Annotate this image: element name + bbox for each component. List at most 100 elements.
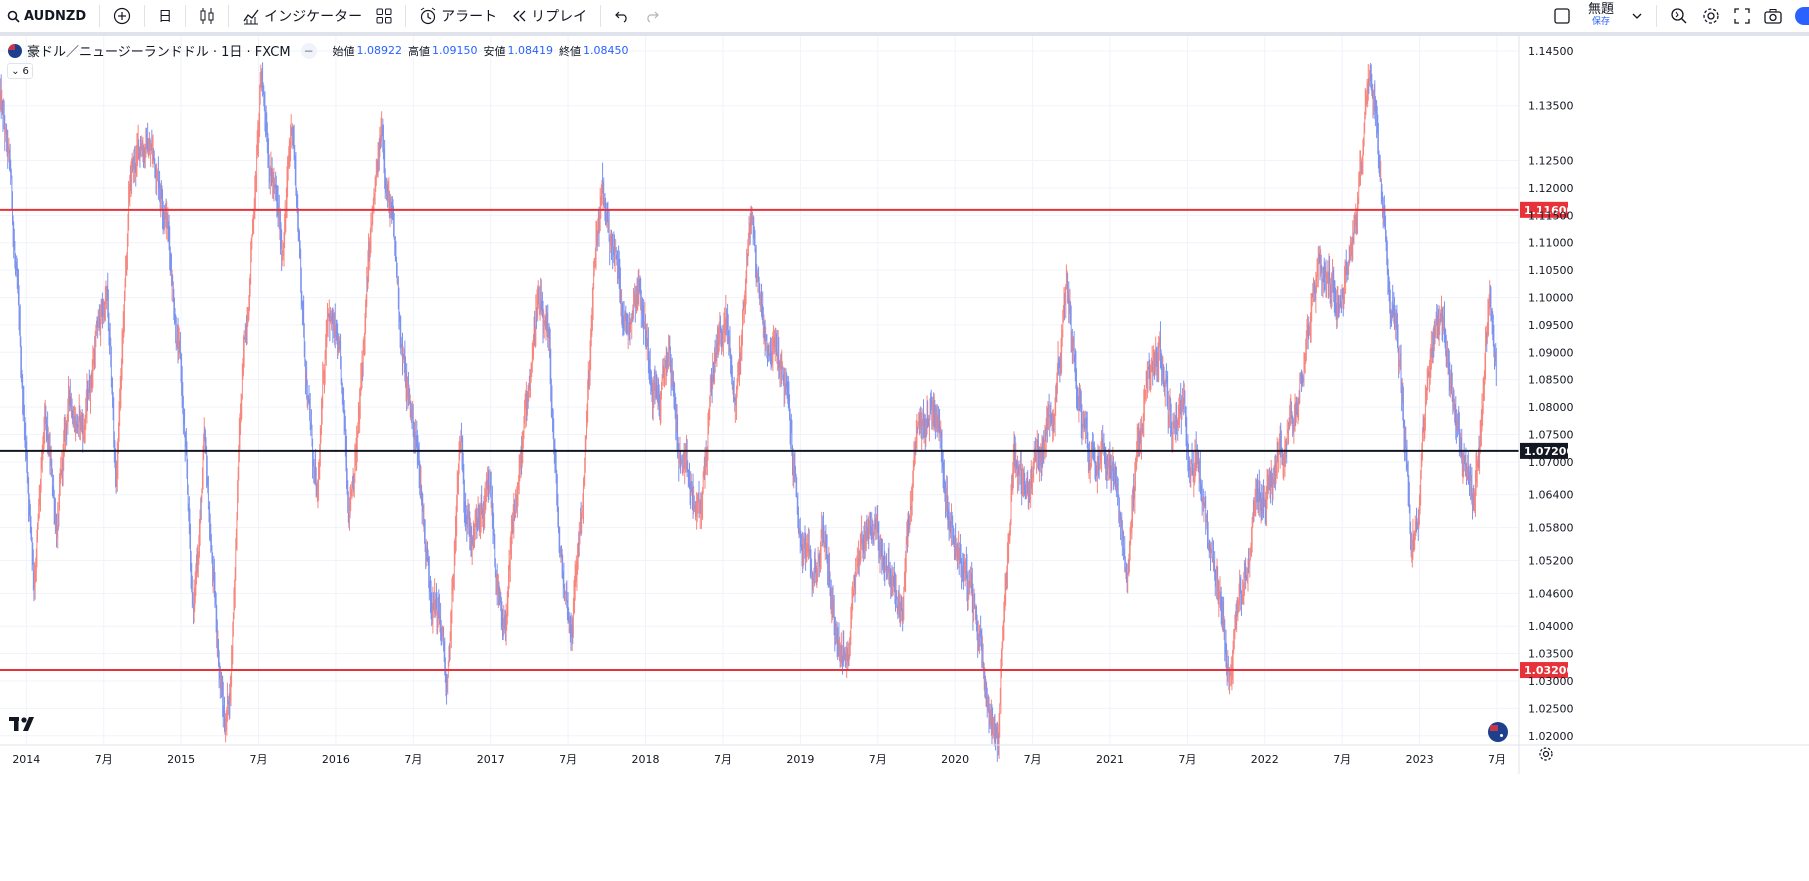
price-chart[interactable]: 1.11600 1.07200 1.03200 1.14500 1.13500 1.12… (0, 36, 1809, 881)
low-value: 1.08419 (507, 44, 554, 57)
price-tick-label: 1.13500 (1528, 100, 1574, 113)
publish-button[interactable] (1795, 7, 1809, 25)
time-tick-label: 7月 (714, 753, 732, 766)
gear-icon (1703, 8, 1719, 24)
alert-button[interactable]: アラート (412, 0, 504, 32)
price-tick-label: 1.03500 (1528, 648, 1574, 661)
time-tick-label: 7月 (1488, 753, 1506, 766)
alarm-clock-icon (420, 7, 436, 25)
layout-save-status: 保存 (1591, 17, 1610, 27)
price-tick-label: 1.02000 (1528, 730, 1574, 743)
time-axis[interactable]: 2014 7月 2015 7月 2016 7月 2017 7月 2018 7月 2019 7月 2020… (0, 744, 1809, 766)
currency-flag-icon (8, 43, 22, 58)
price-tick-label: 1.04600 (1528, 587, 1574, 600)
price-tick-label: 1.03000 (1528, 675, 1574, 688)
price-tick-label: 1.06400 (1528, 489, 1574, 502)
time-tick-label: 2022 (1251, 753, 1279, 766)
indicators-button[interactable]: インジケーター (235, 0, 369, 32)
chart-type-button[interactable] (192, 0, 222, 32)
horizontal-line-price-label: 1.03200 (1524, 664, 1574, 677)
price-axis[interactable]: 1.14500 1.13500 1.12500 1.12000 1.11500 1.110… (1518, 36, 1574, 774)
layout-name-button[interactable]: 無題 保存 (1578, 3, 1624, 29)
fullscreen-icon (1734, 8, 1750, 24)
time-tick-label: 7月 (95, 753, 113, 766)
time-tick-label: 7月 (250, 753, 268, 766)
top-toolbar: AUDNZD 日 インジケーター アラート リプレイ 無題 保 (0, 0, 1809, 36)
toolbar-divider (185, 5, 187, 27)
time-tick-label: 7月 (404, 753, 422, 766)
price-tick-label: 1.10000 (1528, 291, 1574, 304)
toolbar-right-group: 無題 保存 (1546, 0, 1809, 32)
toolbar-divider (99, 5, 101, 27)
time-tick-label: 7月 (1024, 753, 1042, 766)
time-tick-label: 7月 (559, 753, 577, 766)
toolbar-divider (228, 5, 230, 27)
price-tick-label: 1.05200 (1528, 554, 1574, 567)
axis-settings-icon[interactable] (1538, 746, 1554, 762)
high-label: 高値 (408, 44, 431, 58)
currency-flag-badge-icon (1488, 722, 1508, 742)
tradingview-logo-icon[interactable] (9, 716, 39, 732)
redo-button[interactable] (637, 0, 667, 32)
symbol-search-button[interactable]: AUDNZD (0, 0, 93, 32)
price-tick-label: 1.14500 (1528, 45, 1574, 58)
undo-button[interactable] (607, 0, 637, 32)
redo-icon (647, 11, 659, 23)
toolbar-divider (600, 5, 602, 27)
symbol-label: AUDNZD (24, 8, 87, 24)
layout-menu-button[interactable] (1624, 0, 1650, 32)
price-tick-label: 1.09000 (1528, 346, 1574, 359)
time-tick-label: 7月 (869, 753, 887, 766)
horizontal-line-price-tag (1520, 442, 1568, 459)
price-tick-label: 1.11000 (1528, 237, 1574, 250)
open-value: 1.08922 (356, 44, 403, 57)
camera-icon (1764, 9, 1782, 24)
grid-layout-icon (376, 8, 392, 24)
chevron-down-icon (1632, 13, 1642, 19)
square-icon (1554, 8, 1570, 24)
close-value: 1.08450 (583, 44, 629, 57)
high-value: 1.09150 (432, 44, 478, 57)
minus-icon[interactable]: − (300, 42, 317, 59)
indicators-label: インジケーター (264, 9, 363, 25)
time-tick-label: 2021 (1096, 753, 1124, 766)
price-tick-label: 1.07500 (1528, 428, 1574, 441)
low-label: 安値 (483, 44, 506, 58)
time-tick-label: 2014 (12, 753, 40, 766)
quick-search-button[interactable] (1663, 0, 1695, 32)
time-tick-label: 2016 (322, 753, 350, 766)
quick-search-icon (1671, 8, 1687, 24)
layout-title: 無題 (1587, 2, 1614, 17)
time-tick-label: 2019 (786, 753, 814, 766)
price-tick-label: 1.08500 (1528, 374, 1574, 387)
time-tick-label: 2023 (1406, 753, 1434, 766)
time-tick-label: 2018 (632, 753, 660, 766)
replay-label: リプレイ (531, 9, 588, 25)
horizontal-lines: 1.11600 1.07200 1.03200 (0, 201, 1574, 679)
time-tick-label: 7月 (1333, 753, 1351, 766)
alert-label: アラート (441, 9, 498, 25)
indicators-icon (243, 9, 259, 25)
time-tick-label: 2020 (941, 753, 969, 766)
interval-button[interactable]: 日 (151, 0, 179, 32)
price-tick-label: 1.04000 (1528, 620, 1574, 633)
horizontal-line-price-tag (1520, 662, 1568, 679)
layouts-button[interactable] (369, 0, 399, 32)
indicator-collapse-button[interactable]: ⌄ 6 (7, 63, 33, 79)
select-layout-checkbox[interactable] (1546, 0, 1578, 32)
replay-button[interactable]: リプレイ (504, 0, 594, 32)
fullscreen-button[interactable] (1727, 0, 1757, 32)
price-tick-label: 1.10500 (1528, 264, 1574, 277)
search-icon (7, 10, 20, 23)
time-tick-label: 2017 (477, 753, 505, 766)
indicator-count: 6 (22, 65, 29, 77)
legend-title: 豪ドル／ニュージーランドドル · 1日 · FXCM (27, 45, 291, 60)
compare-symbol-button[interactable] (106, 0, 138, 32)
close-label: 終値 (559, 44, 582, 58)
snapshot-button[interactable] (1757, 0, 1789, 32)
horizontal-line-price-tag (1520, 201, 1568, 218)
price-tick-label: 1.07000 (1528, 456, 1574, 469)
toolbar-divider (144, 5, 146, 27)
settings-button[interactable] (1695, 0, 1727, 32)
toolbar-divider (1656, 5, 1657, 27)
